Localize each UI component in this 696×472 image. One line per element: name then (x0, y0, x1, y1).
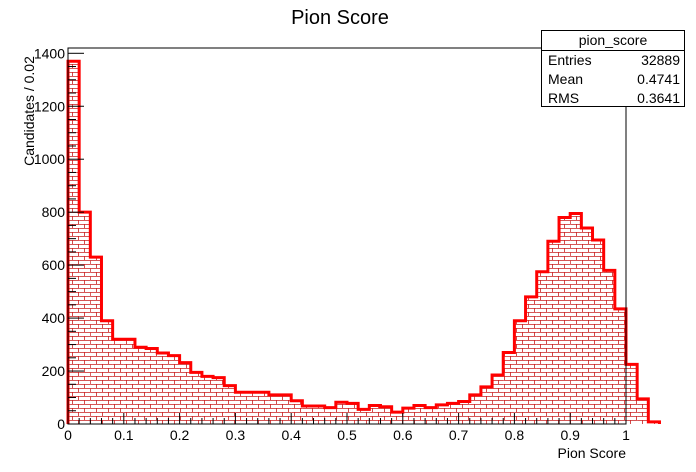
histogram-bin (101, 320, 113, 424)
histogram-bin (436, 404, 448, 424)
histogram-bin (514, 320, 526, 424)
histogram-bin (603, 270, 615, 424)
histogram-bin (213, 377, 225, 424)
histogram-bin (626, 364, 638, 424)
x-tick-label: 0.2 (170, 427, 190, 443)
histogram-bin (224, 385, 236, 424)
histogram-bin (190, 372, 202, 424)
y-tick-label: 1400 (34, 45, 65, 61)
histogram-bin (469, 394, 481, 424)
histogram-bin (280, 394, 292, 424)
histogram-bin (90, 257, 102, 424)
histogram-bin (570, 213, 582, 424)
stats-row-mean: Mean 0.4741 (542, 70, 684, 89)
histogram-bin (458, 401, 470, 424)
y-tick-label: 1000 (34, 151, 65, 167)
x-tick-label: 0.4 (281, 427, 301, 443)
x-tick-label: 0.9 (560, 427, 580, 443)
histogram-bin (503, 352, 515, 424)
histogram-bin (313, 405, 325, 424)
y-tick-label: 1200 (34, 98, 65, 114)
histogram-bin (358, 409, 370, 424)
histogram-bin (112, 339, 124, 424)
histogram-bin (402, 408, 414, 424)
histogram-bin (268, 394, 281, 424)
x-tick-label: 0.5 (337, 427, 357, 443)
y-tick-label: 800 (42, 204, 66, 220)
y-tick-label: 200 (42, 363, 66, 379)
histogram-bin (614, 308, 626, 424)
stats-box-title: pion_score (542, 31, 684, 51)
stats-value: 0.3641 (637, 90, 680, 106)
histogram-bin (369, 405, 381, 424)
histogram-bin (79, 212, 91, 424)
x-tick-label: 0.3 (226, 427, 246, 443)
x-axis-label: Pion Score (558, 445, 627, 461)
histogram-bin (581, 228, 593, 424)
stats-value: 0.4741 (637, 71, 680, 87)
y-tick-label: 400 (42, 310, 66, 326)
histogram-bin (168, 355, 180, 424)
histogram-bin (547, 241, 560, 424)
plot-frame (67, 47, 627, 425)
stats-row-entries: Entries 32889 (542, 51, 684, 70)
histogram-bin (291, 400, 303, 424)
histogram-bin (302, 405, 314, 424)
chart-title: Pion Score (291, 7, 389, 29)
stats-value: 32889 (641, 52, 680, 68)
histogram-bin (201, 376, 214, 424)
histogram-bin (525, 296, 537, 424)
histogram-bin (413, 405, 426, 424)
histogram-bin (146, 348, 158, 424)
x-tick-label: 1 (622, 427, 630, 443)
stats-label: Mean (548, 71, 584, 87)
histogram-bin (380, 406, 392, 424)
histogram-bin (134, 347, 147, 424)
y-tick-label: 0 (57, 416, 65, 432)
histogram-bin (179, 362, 191, 424)
stats-label: RMS (548, 90, 580, 106)
histogram-bin (347, 403, 359, 424)
x-tick-label: 0.7 (449, 427, 469, 443)
histogram-bin (391, 412, 403, 424)
histogram-bin (480, 386, 493, 424)
histogram-bin (637, 398, 649, 424)
histogram-bin (123, 339, 135, 424)
histogram-bin (536, 271, 548, 424)
histogram-bin (157, 353, 169, 424)
histogram-outline (66, 59, 661, 424)
histogram-bin (592, 239, 604, 424)
histogram-bin (492, 375, 504, 424)
y-axis-label: Candidates / 0.02 (21, 56, 37, 166)
histogram-bin (68, 61, 80, 424)
histogram-bin (447, 403, 459, 424)
histogram-bin (235, 392, 247, 424)
stats-box: pion_score Entries 32889 Mean 0.4741 RMS… (541, 30, 685, 107)
x-tick-label: 0.1 (114, 427, 134, 443)
histogram-bin (324, 407, 336, 424)
histogram-bin (257, 392, 269, 424)
histogram-bin (335, 402, 347, 424)
x-tick-label: 0.6 (393, 427, 413, 443)
stats-row-rms: RMS 0.3641 (542, 89, 684, 108)
stats-label: Entries (548, 52, 592, 68)
x-tick-label: 0 (64, 427, 72, 443)
x-tick-label: 0.8 (505, 427, 525, 443)
y-tick-label: 600 (42, 257, 66, 273)
histogram-bin (425, 407, 437, 424)
histogram-bin (559, 217, 571, 424)
histogram-bin (246, 392, 258, 424)
